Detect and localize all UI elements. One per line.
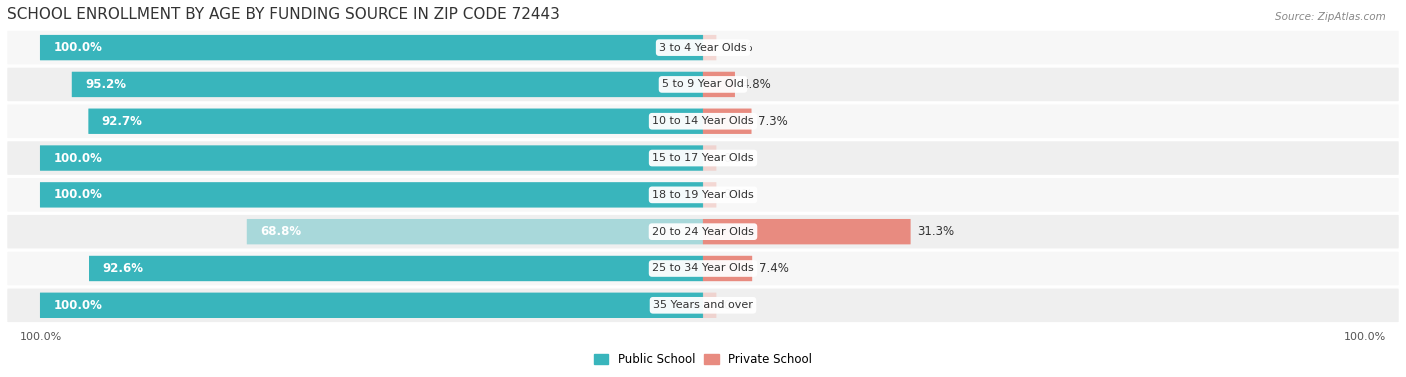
FancyBboxPatch shape	[39, 293, 703, 318]
Text: 100.0%: 100.0%	[1344, 332, 1386, 342]
Text: 0.0%: 0.0%	[723, 152, 752, 164]
FancyBboxPatch shape	[7, 30, 1399, 65]
Text: Source: ZipAtlas.com: Source: ZipAtlas.com	[1275, 12, 1386, 22]
Text: 7.3%: 7.3%	[758, 115, 787, 128]
FancyBboxPatch shape	[7, 177, 1399, 212]
Text: 95.2%: 95.2%	[86, 78, 127, 91]
Text: 100.0%: 100.0%	[53, 299, 103, 312]
Text: 18 to 19 Year Olds: 18 to 19 Year Olds	[652, 190, 754, 200]
FancyBboxPatch shape	[7, 214, 1399, 249]
FancyBboxPatch shape	[7, 288, 1399, 323]
Text: 0.0%: 0.0%	[723, 299, 752, 312]
Text: 92.6%: 92.6%	[103, 262, 143, 275]
FancyBboxPatch shape	[7, 104, 1399, 139]
FancyBboxPatch shape	[703, 256, 752, 281]
FancyBboxPatch shape	[703, 219, 911, 244]
Text: 100.0%: 100.0%	[53, 188, 103, 201]
Text: 100.0%: 100.0%	[53, 41, 103, 54]
Text: 5 to 9 Year Old: 5 to 9 Year Old	[662, 80, 744, 89]
Text: 31.3%: 31.3%	[917, 225, 955, 238]
FancyBboxPatch shape	[703, 146, 717, 171]
Text: 35 Years and over: 35 Years and over	[652, 300, 754, 310]
Text: 20 to 24 Year Olds: 20 to 24 Year Olds	[652, 227, 754, 237]
Text: 100.0%: 100.0%	[53, 152, 103, 164]
FancyBboxPatch shape	[7, 251, 1399, 286]
Text: 25 to 34 Year Olds: 25 to 34 Year Olds	[652, 264, 754, 273]
FancyBboxPatch shape	[39, 35, 703, 60]
FancyBboxPatch shape	[703, 293, 717, 318]
FancyBboxPatch shape	[703, 182, 717, 208]
Text: 3 to 4 Year Olds: 3 to 4 Year Olds	[659, 43, 747, 53]
FancyBboxPatch shape	[72, 72, 703, 97]
Text: 7.4%: 7.4%	[759, 262, 789, 275]
FancyBboxPatch shape	[7, 141, 1399, 176]
Text: 68.8%: 68.8%	[260, 225, 301, 238]
FancyBboxPatch shape	[39, 182, 703, 208]
FancyBboxPatch shape	[703, 35, 717, 60]
Legend: Public School, Private School: Public School, Private School	[589, 348, 817, 371]
Text: 15 to 17 Year Olds: 15 to 17 Year Olds	[652, 153, 754, 163]
FancyBboxPatch shape	[247, 219, 703, 244]
Text: 92.7%: 92.7%	[101, 115, 142, 128]
Text: 10 to 14 Year Olds: 10 to 14 Year Olds	[652, 116, 754, 126]
Text: 4.8%: 4.8%	[741, 78, 772, 91]
Text: 0.0%: 0.0%	[723, 41, 752, 54]
FancyBboxPatch shape	[39, 146, 703, 171]
FancyBboxPatch shape	[703, 109, 752, 134]
Text: 0.0%: 0.0%	[723, 188, 752, 201]
FancyBboxPatch shape	[89, 109, 703, 134]
Text: SCHOOL ENROLLMENT BY AGE BY FUNDING SOURCE IN ZIP CODE 72443: SCHOOL ENROLLMENT BY AGE BY FUNDING SOUR…	[7, 7, 560, 22]
Text: 100.0%: 100.0%	[20, 332, 62, 342]
FancyBboxPatch shape	[89, 256, 703, 281]
FancyBboxPatch shape	[703, 72, 735, 97]
FancyBboxPatch shape	[7, 67, 1399, 102]
